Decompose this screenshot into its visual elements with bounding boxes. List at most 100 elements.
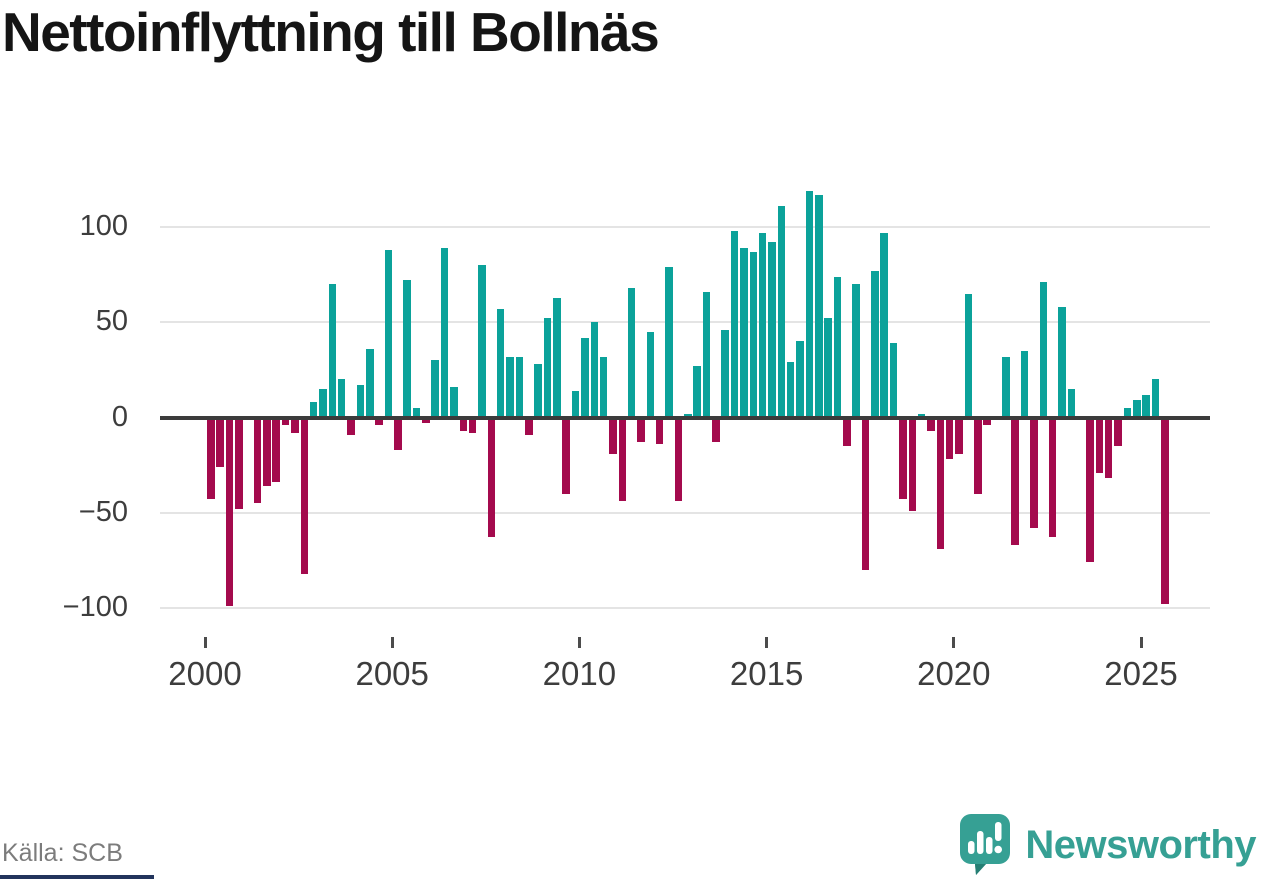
bar: [749, 251, 758, 418]
bar: [768, 242, 776, 418]
bar: [1104, 417, 1113, 479]
bar: [637, 417, 645, 443]
bar: [674, 417, 683, 502]
bar: [1002, 356, 1010, 418]
x-axis-tick: [1139, 637, 1143, 648]
bar: [1114, 417, 1122, 447]
bar: [300, 417, 309, 574]
bar: [1151, 379, 1160, 418]
bar: [1030, 417, 1038, 528]
x-axis-tick: [390, 637, 394, 648]
bar: [609, 417, 617, 454]
bar: [515, 356, 524, 418]
bar: [1011, 417, 1019, 546]
bar: [693, 366, 701, 418]
bar: [1142, 394, 1150, 418]
bar: [927, 417, 935, 431]
bar: [1161, 417, 1169, 605]
bar: [964, 293, 973, 418]
bar: [253, 417, 262, 504]
bar: [291, 417, 299, 433]
y-gridline: [160, 606, 1210, 609]
bar: [459, 417, 468, 431]
bar: [366, 348, 374, 418]
bar: [786, 362, 795, 418]
bar: [627, 287, 636, 418]
bar: [525, 417, 533, 435]
bar: [599, 356, 608, 418]
x-axis-tick-label: 2025: [1104, 655, 1178, 692]
y-gridline: [160, 321, 1210, 324]
bar: [833, 276, 842, 418]
bar: [337, 379, 346, 418]
y-gridline: [160, 226, 1210, 229]
x-axis-tick: [203, 637, 207, 648]
y-axis-tick-label: 50: [95, 305, 128, 338]
bar: [562, 417, 570, 494]
bar: [581, 337, 589, 418]
bar: [843, 417, 851, 447]
bar: [468, 417, 477, 433]
bar: [702, 291, 711, 418]
bar: [394, 417, 402, 450]
bar: [281, 417, 290, 426]
bar: [1020, 350, 1029, 418]
bar: [758, 232, 767, 418]
bar: [412, 407, 421, 418]
bar: [824, 318, 832, 418]
x-axis-tick-label: 2005: [355, 655, 429, 692]
bar: [852, 284, 860, 418]
bar: [712, 417, 720, 443]
bar: [478, 265, 486, 418]
bar: [777, 206, 786, 418]
bar: [815, 194, 823, 418]
bar: [936, 417, 945, 549]
bar: [983, 417, 991, 426]
bar: [1067, 388, 1076, 418]
bar: [889, 343, 898, 418]
bar: [618, 417, 627, 502]
bar: [235, 417, 243, 509]
bar: [908, 417, 917, 511]
newsworthy-wordmark: Newsworthy: [1025, 822, 1256, 867]
x-axis-tick: [577, 637, 581, 648]
bar: [1039, 282, 1047, 418]
bar: [1048, 417, 1057, 538]
bar: [496, 308, 505, 418]
bar: [1095, 417, 1104, 473]
bar: [730, 230, 739, 418]
bar: [721, 329, 729, 418]
bar: [1123, 407, 1132, 418]
bar: [740, 247, 748, 418]
bar: [440, 247, 449, 418]
bar: [375, 417, 383, 426]
bar: [403, 280, 411, 418]
bar: [955, 417, 963, 454]
bar: [263, 417, 271, 487]
source-caption: Källa: SCB: [2, 839, 123, 867]
x-axis-tick-label: 2020: [917, 655, 991, 692]
bar: [422, 417, 430, 424]
bar: [553, 297, 561, 418]
newsworthy-logo: Newsworthy: [958, 814, 1256, 876]
bar: [571, 390, 580, 418]
chart-title: Nettoinflyttning till Bollnäs: [2, 1, 660, 63]
bar: [384, 249, 393, 418]
bar: [945, 417, 954, 460]
bar: [431, 360, 439, 418]
bar: [543, 318, 552, 418]
bar: [880, 232, 888, 418]
bar: [506, 356, 514, 418]
y-axis-tick-label: 100: [79, 209, 128, 242]
y-axis-tick-label: −100: [62, 590, 128, 623]
footer-accent-strip: [0, 875, 154, 879]
bar: [309, 402, 318, 418]
bar: [655, 417, 664, 445]
bar: [796, 341, 804, 418]
bar: [590, 322, 598, 418]
x-axis-tick: [952, 637, 956, 648]
bar: [861, 417, 870, 570]
bar: [1086, 417, 1094, 563]
bar: [356, 385, 365, 418]
bar: [1058, 307, 1066, 418]
